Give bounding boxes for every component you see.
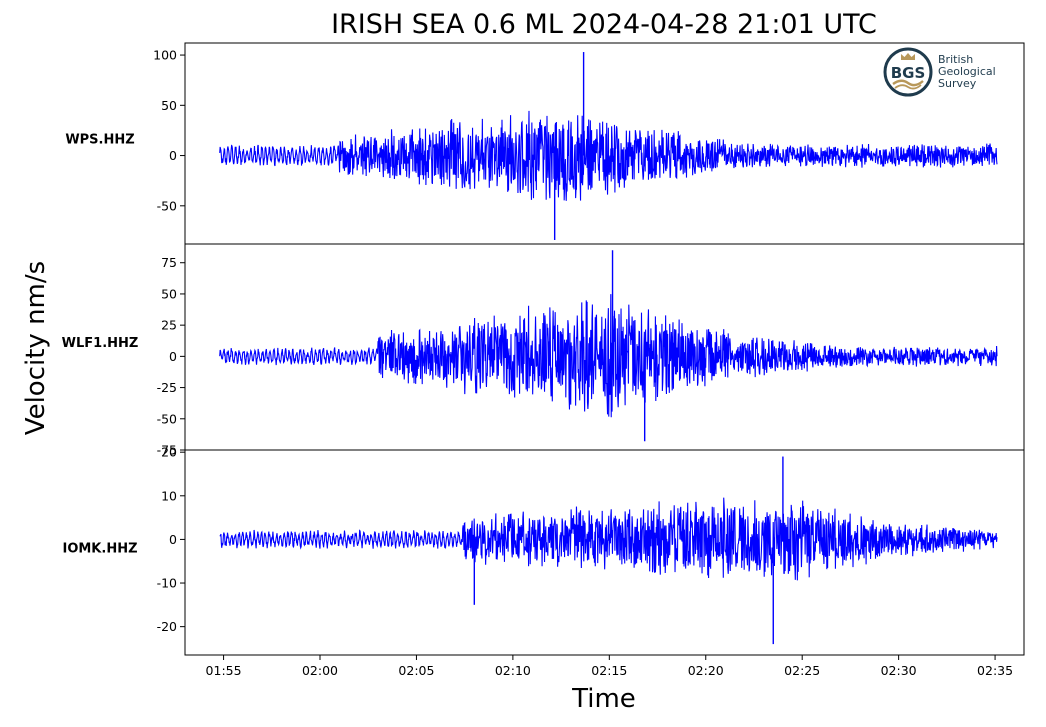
y-tick-label: 100 — [153, 48, 177, 63]
x-axis: 01:55 02:00 02:05 02:10 02:15 02:20 02:25 02:30… — [206, 655, 1013, 678]
chart-title: IRISH SEA 0.6 ML 2024-04-28 21:01 UTC — [331, 9, 877, 40]
logo-wave-icon — [892, 79, 924, 87]
y-tick-label: 20 — [161, 445, 177, 460]
y-tick-label: 0 — [169, 349, 177, 364]
y-tick-label: -50 — [157, 198, 177, 213]
logo-name-line-3: Survey — [938, 77, 977, 90]
logo-crown-icon — [901, 53, 915, 60]
y-tick-label: 0 — [169, 148, 177, 163]
x-axis-label: Time — [571, 684, 636, 714]
x-tick-label: 02:35 — [977, 663, 1013, 678]
logo-name-line-1: British — [938, 53, 973, 66]
y-tick-label: -75 — [157, 443, 177, 458]
waveform-line — [219, 497, 998, 581]
logo-band — [888, 64, 928, 80]
logo-wave-icon-2 — [894, 84, 922, 90]
panel-frame — [184, 449, 1025, 656]
x-tick-label: 02:05 — [398, 663, 434, 678]
logo-mark: BGS — [891, 64, 926, 82]
panel-iomk-hhz: 20 10 0 -10 -20 IOMK.HHZ — [62, 445, 1025, 656]
x-tick-label: 02:10 — [495, 663, 531, 678]
x-tick-label: 02:25 — [784, 663, 820, 678]
panel-wlf1-hhz: 75 50 25 0 -25 -50 -75 WLF1.HHZ — [62, 243, 1025, 458]
y-tick-label: 0 — [169, 532, 177, 547]
y-tick-label: -10 — [157, 576, 177, 591]
bgs-logo: BGS British Geological Survey — [883, 47, 996, 97]
y-tick-label: 10 — [161, 488, 177, 503]
waveform-line — [219, 110, 998, 201]
x-tick-label: 02:15 — [591, 663, 627, 678]
waveform-line — [219, 294, 998, 418]
x-tick-label: 02:20 — [688, 663, 724, 678]
logo-name-line-2: Geological — [938, 65, 996, 78]
y-axis-label: Velocity nm/s — [21, 261, 51, 435]
panel-wps-hhz: 100 50 0 -50 WPS.HHZ — [65, 42, 1025, 245]
y-tick-label: -20 — [157, 619, 177, 634]
x-tick-label: 02:00 — [302, 663, 338, 678]
station-label: WPS.HHZ — [65, 133, 134, 148]
y-tick-label: 75 — [161, 255, 177, 270]
x-tick-label: 01:55 — [206, 663, 242, 678]
station-label: WLF1.HHZ — [62, 336, 139, 351]
y-tick-label: 50 — [161, 98, 177, 113]
panels: 100500-50WPS.HHZ7550250-25-50-75WLF1.HHZ… — [62, 42, 1025, 656]
y-tick-label: -25 — [157, 380, 177, 395]
x-tick-label: 02:30 — [881, 663, 917, 678]
station-label: IOMK.HHZ — [62, 542, 137, 557]
y-tick-label: 25 — [161, 318, 177, 333]
y-tick-label: 50 — [161, 286, 177, 301]
y-tick-label: -50 — [157, 411, 177, 426]
